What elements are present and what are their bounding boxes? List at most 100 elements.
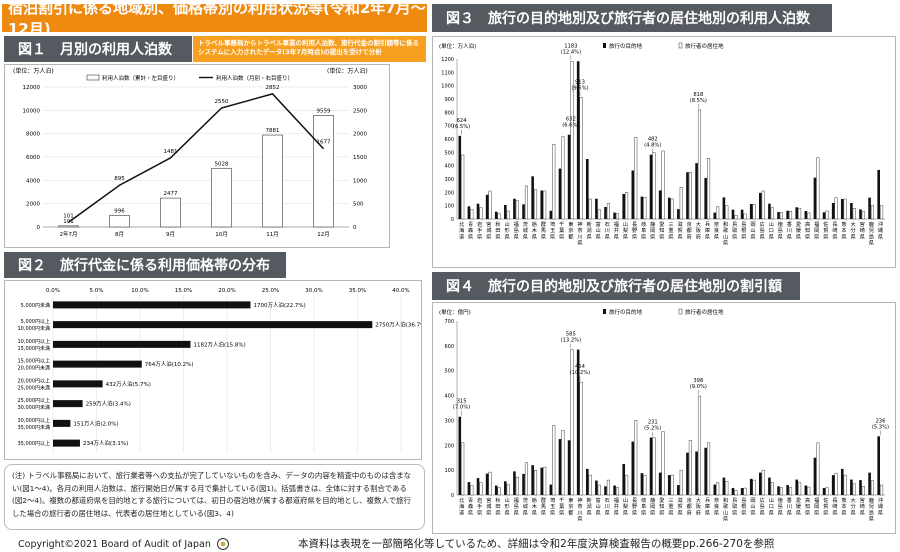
prefecture-label: 新 — [586, 496, 591, 504]
prefecture-label: 本 — [841, 502, 846, 510]
residence-bar — [697, 395, 701, 496]
prefecture-label: 和 — [723, 220, 728, 228]
prefecture-label: 県 — [577, 240, 582, 247]
prefecture-label: 阪 — [696, 226, 701, 234]
annotation-value: 624 — [457, 118, 468, 124]
x-tick-label: 10月 — [215, 231, 228, 238]
left-tick-label: 8000 — [26, 132, 40, 138]
destination-bar — [740, 209, 744, 219]
prefecture-label: 県 — [860, 509, 865, 516]
prefecture-label: 県 — [504, 509, 509, 516]
y-tick-label: 100 — [444, 468, 454, 474]
prefecture-label: 県 — [477, 233, 482, 240]
prefecture-label: 県 — [668, 233, 673, 240]
prefecture-label: 玉 — [550, 503, 555, 510]
category-label: 15,000円未満 — [18, 345, 51, 352]
prefecture-label: 栃 — [532, 496, 537, 504]
destination-bar — [804, 485, 808, 495]
annotation-value: 632 — [566, 117, 576, 123]
residence-bar — [497, 213, 501, 220]
residence-bar — [688, 171, 692, 220]
prefecture-label: 根 — [741, 502, 746, 510]
left-tick-label: 12000 — [23, 85, 41, 91]
residence-bar — [716, 206, 720, 220]
residence-bar — [615, 213, 620, 220]
destination-bar — [622, 193, 626, 219]
x-tick-label: 12月 — [317, 231, 330, 238]
y-tick-label: 300 — [444, 177, 454, 183]
prefecture-label: 崎 — [860, 502, 865, 510]
prefecture-label: 新 — [586, 220, 591, 228]
residence-bar — [834, 197, 838, 220]
destination-bar — [768, 203, 771, 219]
prefecture-label: 京 — [687, 496, 692, 504]
prefecture-label: 県 — [705, 509, 710, 516]
legend-destination-swatch — [603, 43, 606, 48]
residence-bar — [816, 157, 820, 220]
prefecture-label: 奈 — [714, 220, 720, 228]
residence-bar — [789, 487, 793, 496]
price-band-bar — [53, 321, 373, 329]
prefecture-label: 県 — [514, 233, 519, 240]
prefecture-label: 崎 — [832, 502, 837, 510]
fig2-panel: 0.0% 5.0% 10.0% 15.0% 20.0% 25.0% 30.0% 35.0% 40… — [4, 280, 428, 460]
x-tick-label: 10.0% — [131, 288, 148, 294]
prefecture-label: 県 — [559, 509, 564, 516]
prefecture-label: 山 — [504, 496, 509, 504]
residence-bar — [734, 215, 738, 220]
right-tick-label: 1500 — [353, 155, 367, 161]
price-band-bar — [53, 419, 71, 427]
destination-bar — [667, 197, 671, 219]
cumulative-value-label: 5028 — [215, 161, 229, 167]
y-tick-label: 1000 — [441, 84, 454, 90]
prefecture-label: 青 — [468, 496, 473, 504]
residence-bar — [779, 487, 783, 496]
prefecture-label: 島 — [741, 220, 746, 228]
prefecture-label: 熊 — [841, 220, 846, 228]
residence-bar — [661, 150, 665, 220]
prefecture-label: 県 — [714, 509, 719, 516]
prefecture-label: 滋 — [678, 496, 683, 504]
destination-bar — [595, 198, 598, 219]
prefecture-label: 沖 — [878, 220, 883, 228]
destination-bar — [649, 437, 653, 495]
prefecture-label: 賀 — [678, 502, 683, 510]
prefecture-label: 兵 — [705, 220, 710, 228]
residence-bar — [861, 211, 865, 220]
prefecture-label: 福 — [814, 220, 819, 228]
residence-bar — [870, 205, 875, 220]
annotation-value: 585 — [566, 332, 576, 338]
category-label: 5,000円以上 — [21, 318, 50, 325]
y-tick-label: 100 — [444, 204, 454, 210]
prefecture-label: 県 — [769, 509, 774, 516]
price-band-bar — [53, 340, 191, 348]
cumulative-bar — [262, 134, 283, 228]
residence-bar — [534, 469, 538, 496]
right-tick-label: 3000 — [353, 85, 367, 91]
prefecture-label: 県 — [495, 233, 500, 240]
legend-residence-label: 旅行者の居住地 — [685, 42, 724, 50]
cumulative-value-label: 996 — [114, 208, 125, 214]
annotation-value: 913 — [575, 79, 585, 85]
residence-bar — [552, 144, 556, 220]
monthly-value-label: 1481 — [164, 149, 178, 155]
prefecture-label: 高 — [805, 220, 810, 228]
destination-bar — [585, 468, 589, 495]
destination-bar — [840, 199, 844, 219]
prefecture-label: 森 — [468, 226, 474, 234]
residence-bar — [825, 210, 829, 220]
prefecture-label: 県 — [641, 233, 646, 240]
destination-bar — [831, 203, 835, 219]
annotation-value: 398 — [693, 378, 703, 384]
prefecture-label: 田 — [495, 227, 500, 234]
destination-bar — [731, 209, 735, 219]
destination-bar — [759, 472, 762, 495]
prefecture-label: 千 — [559, 220, 564, 228]
x-tick-label: 20.0% — [218, 288, 235, 294]
prefecture-label: 岩 — [477, 220, 482, 228]
destination-bar — [749, 478, 753, 495]
legend-line-label: 利用人泊数（月別・右目盛り） — [216, 74, 293, 82]
destination-bar — [585, 159, 589, 219]
prefecture-label: 秋 — [495, 220, 501, 228]
prefecture-label: 本 — [841, 226, 846, 234]
